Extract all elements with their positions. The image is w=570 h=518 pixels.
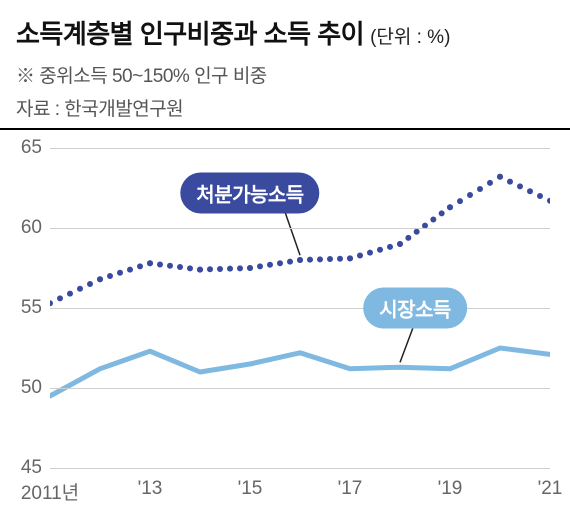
header-divider	[0, 128, 570, 130]
x-axis-label: '17	[338, 468, 363, 500]
grid-line	[50, 388, 550, 389]
grid-line	[50, 228, 550, 229]
y-axis-label: 50	[10, 377, 50, 399]
y-axis-label: 55	[10, 297, 50, 319]
x-axis-label: '21	[538, 468, 563, 500]
grid-line	[50, 308, 550, 309]
y-axis-label: 65	[10, 137, 50, 159]
x-axis-label: 2011년	[21, 468, 79, 505]
chart-container: 소득계층별 인구비중과 소득 추이 (단위 : %) ※ 중위소득 50~150…	[0, 0, 570, 518]
x-axis-label: '15	[238, 468, 263, 500]
chart-source: 자료 : 한국개발연구원	[16, 94, 554, 121]
chart-unit: (단위 : %)	[370, 22, 450, 49]
x-axis-label: '19	[438, 468, 463, 500]
series-label-시장소득: 시장소득	[363, 288, 467, 329]
plot-area: 45505560652011년'13'15'17'19'21처분가능소득시장소득	[50, 148, 550, 468]
chart-title: 소득계층별 인구비중과 소득 추이	[16, 14, 364, 51]
grid-line	[50, 148, 550, 149]
title-row: 소득계층별 인구비중과 소득 추이 (단위 : %)	[16, 14, 554, 51]
x-axis-label: '13	[138, 468, 163, 500]
series-label-처분가능소득: 처분가능소득	[180, 172, 319, 213]
grid-line	[50, 468, 550, 469]
pointer-line	[285, 212, 300, 255]
chart-subtitle: ※ 중위소득 50~150% 인구 비중	[16, 61, 554, 88]
header: 소득계층별 인구비중과 소득 추이 (단위 : %) ※ 중위소득 50~150…	[0, 0, 570, 129]
y-axis-label: 60	[10, 217, 50, 239]
